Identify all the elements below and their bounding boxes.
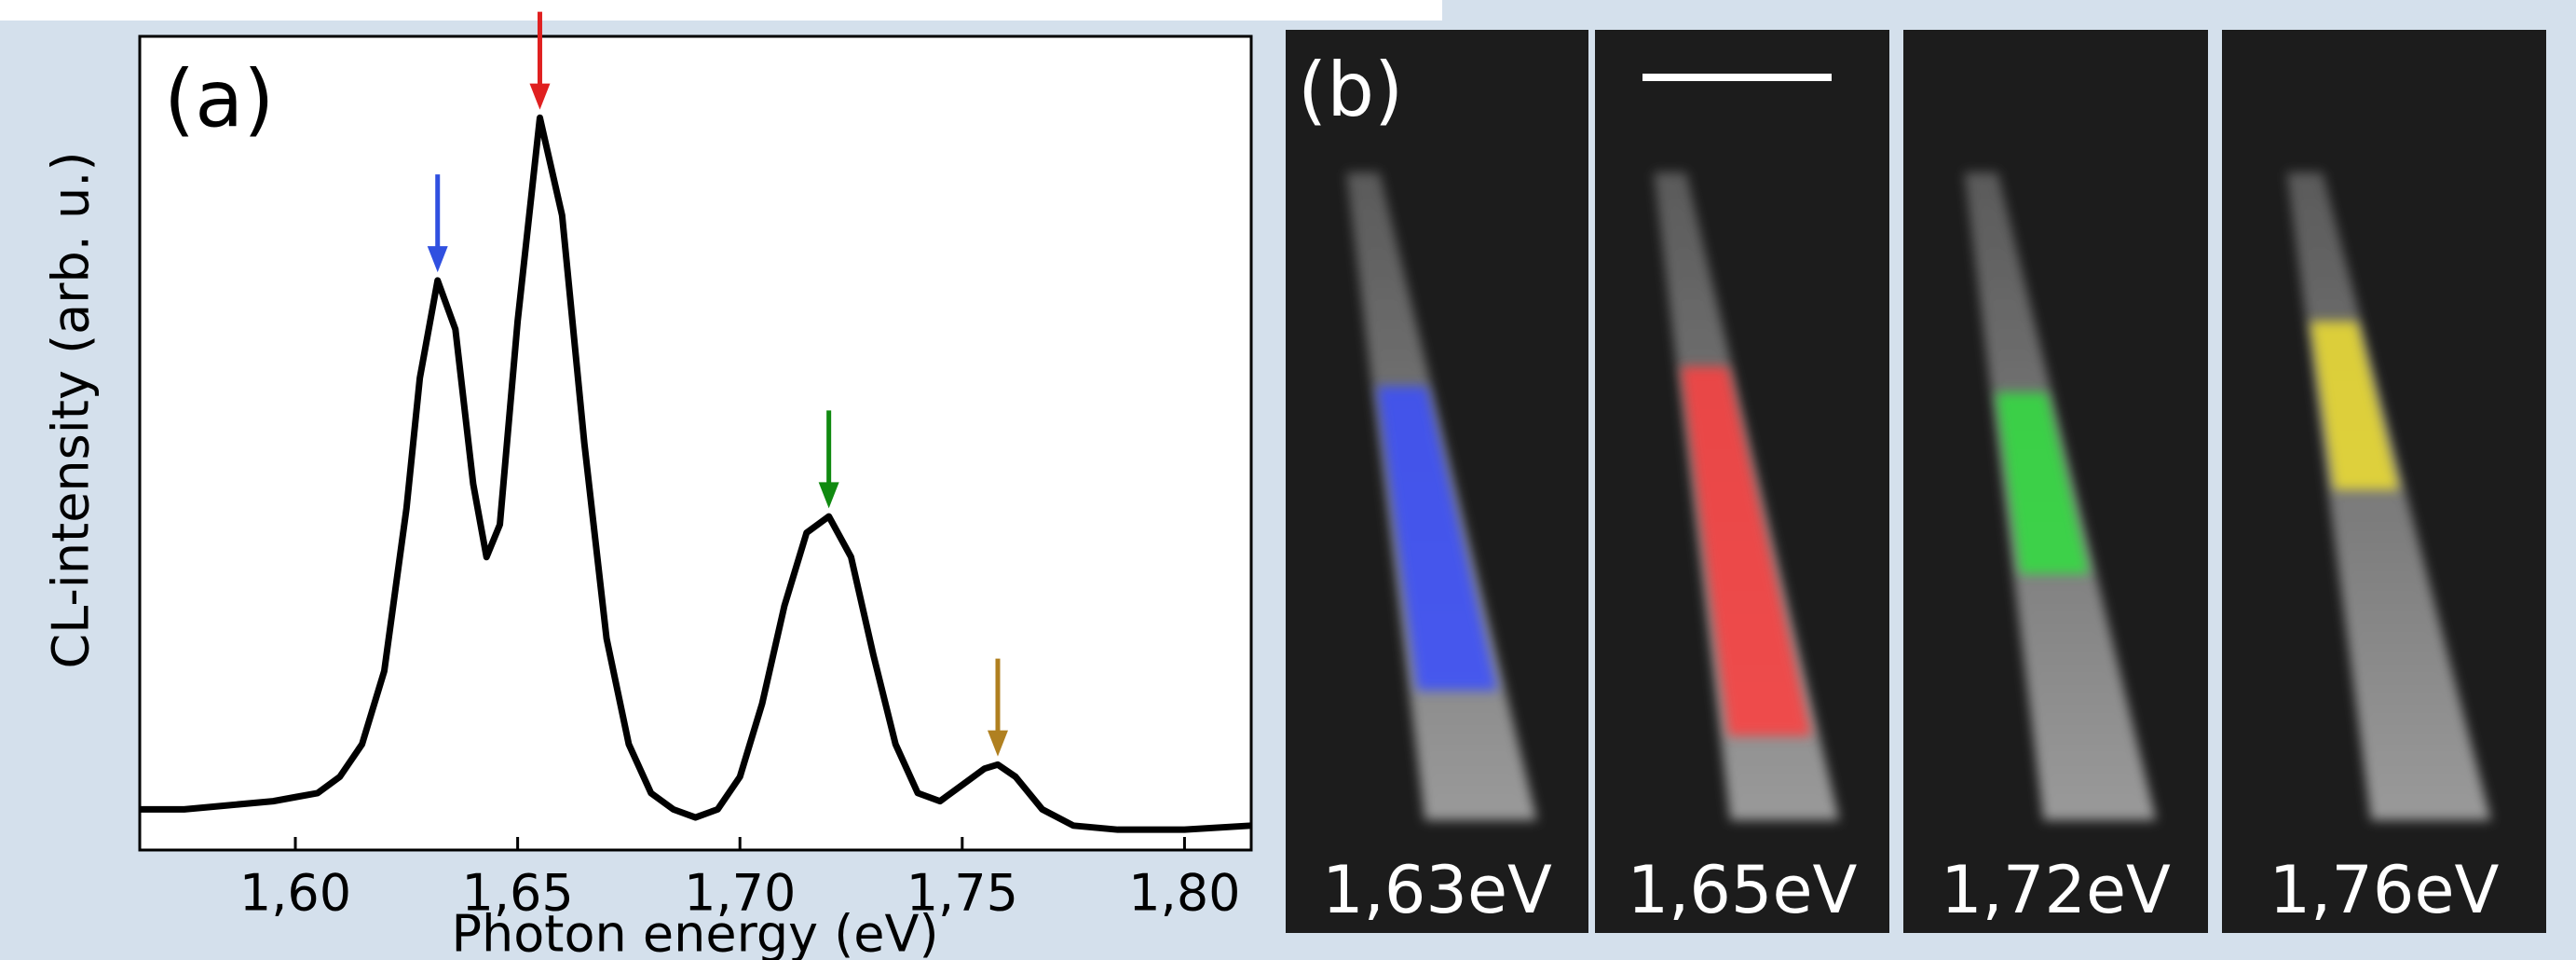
emission-region xyxy=(2310,321,2399,490)
spectrum-line xyxy=(140,114,1252,833)
emission-region xyxy=(1681,366,1812,736)
x-tick-label: 1,80 xyxy=(1128,864,1240,923)
top-strip xyxy=(0,0,1442,21)
arrow-head xyxy=(529,83,551,110)
peak-arrow xyxy=(987,658,1008,757)
emission-region xyxy=(1376,386,1498,691)
arrow-head xyxy=(987,730,1008,757)
x-axis-label: Photon energy (eV) xyxy=(451,905,938,960)
emission-region xyxy=(1996,392,2090,574)
image-label: 1,63eV xyxy=(1322,852,1552,928)
image-label: 1,72eV xyxy=(1941,852,2171,928)
x-tick-label: 1,65 xyxy=(462,864,574,923)
peak-arrow xyxy=(818,410,839,509)
plot-area xyxy=(138,34,1253,852)
x-tick-label: 1,75 xyxy=(906,864,1018,923)
image-label: 1,65eV xyxy=(1628,852,1858,928)
y-axis-label: CL-intensity (arb. u.) xyxy=(42,151,101,668)
x-tick-label: 1,60 xyxy=(239,864,351,923)
image-label: 1,76eV xyxy=(2269,852,2500,928)
arrow-head xyxy=(818,482,839,509)
image-panels: 1,63eV 1,65eV 1,72eV 1,76eV xyxy=(1286,30,2546,933)
arrow-head xyxy=(427,246,448,273)
x-tick-label: 1,70 xyxy=(684,864,796,923)
peak-arrow xyxy=(529,11,551,110)
panel-label: (a) xyxy=(164,53,274,145)
panel-label: (b) xyxy=(1298,47,1403,133)
peak-arrow xyxy=(427,174,448,273)
